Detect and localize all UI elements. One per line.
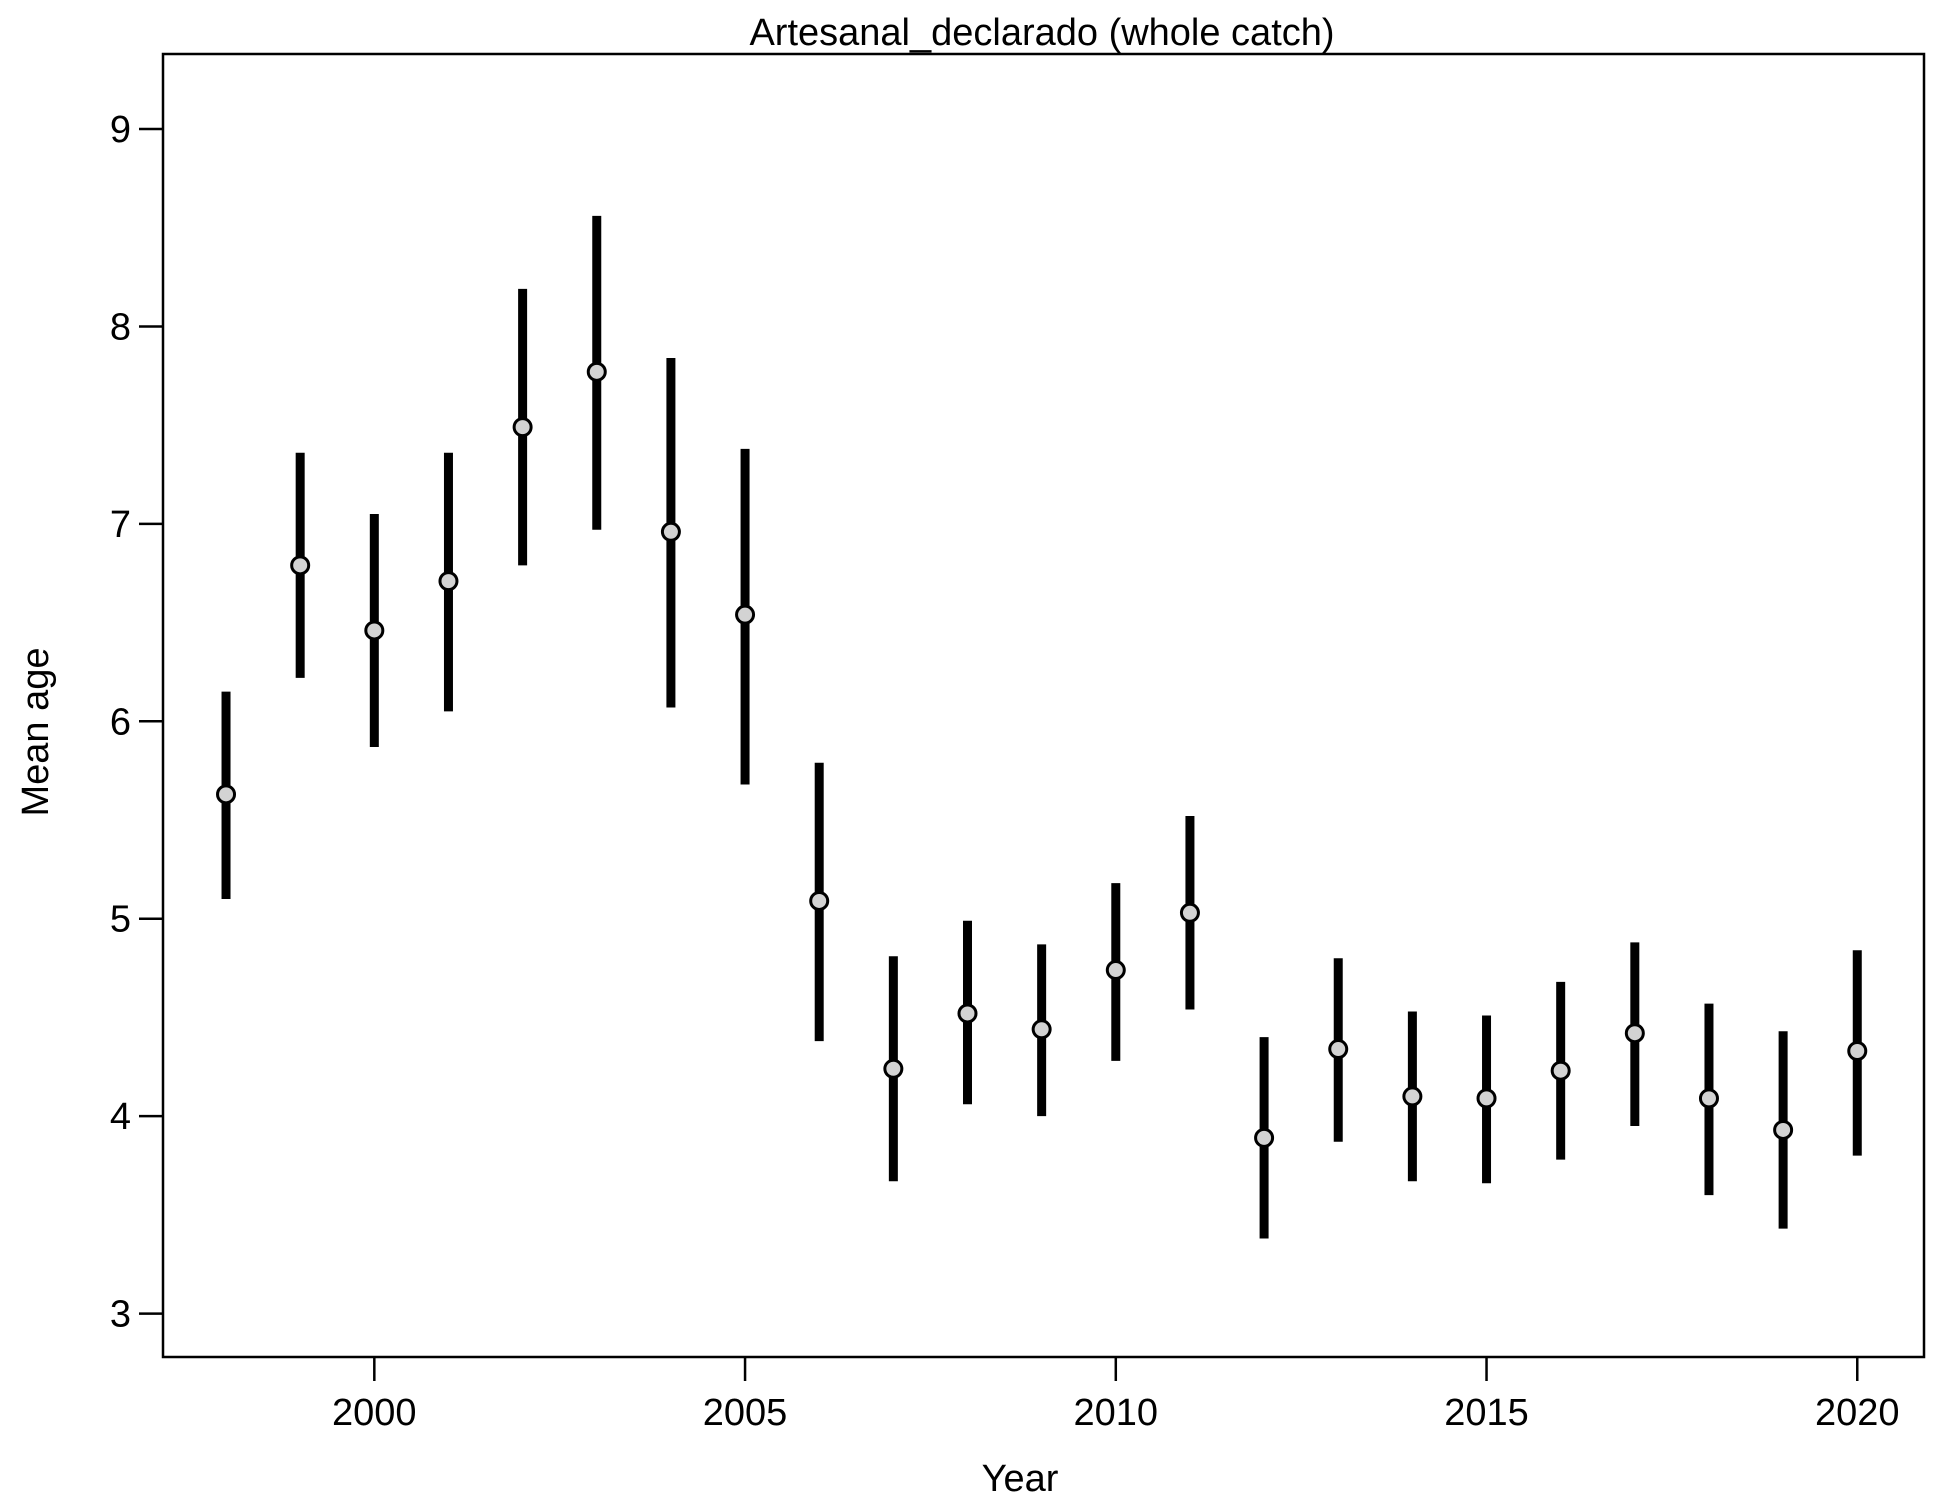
data-point	[1254, 1127, 1275, 1148]
data-point	[957, 1003, 978, 1024]
y-tick-label: 7	[110, 504, 131, 546]
plot-frame	[161, 52, 1926, 1359]
data-point	[1031, 1019, 1052, 1040]
data-point	[809, 890, 830, 911]
data-point	[364, 620, 385, 641]
data-point	[512, 417, 533, 438]
data-point	[290, 555, 311, 576]
y-tick-label: 5	[110, 899, 131, 941]
data-point	[1847, 1040, 1868, 1061]
data-point	[883, 1058, 904, 1079]
chart-title: Artesanal_declarado (whole catch)	[749, 12, 1334, 54]
y-tick-label: 4	[110, 1096, 131, 1138]
x-tick-label: 2020	[1815, 1392, 1900, 1434]
x-axis-title: Year	[982, 1458, 1059, 1500]
y-axis-title: Mean age	[15, 647, 57, 816]
x-tick-label: 2010	[1074, 1392, 1159, 1434]
y-tick-label: 9	[110, 109, 131, 151]
y-tick-label: 6	[110, 701, 131, 743]
data-point	[735, 604, 756, 625]
x-tick-label: 2005	[703, 1392, 788, 1434]
data-point	[1476, 1088, 1497, 1109]
x-tick-label: 2015	[1444, 1392, 1529, 1434]
data-point	[1698, 1088, 1719, 1109]
x-axis: 2000 2005 2010 2015 2020	[332, 1357, 1900, 1434]
data-points	[216, 361, 1868, 1148]
data-point	[438, 571, 459, 592]
data-point	[1179, 902, 1200, 923]
data-point	[586, 361, 607, 382]
data-point	[1402, 1086, 1423, 1107]
y-axis: 3 4 5 6 7 8 9	[110, 109, 163, 1336]
data-point	[1328, 1039, 1349, 1060]
data-point	[216, 784, 237, 805]
data-point	[1624, 1023, 1645, 1044]
y-tick-label: 8	[110, 306, 131, 348]
data-point	[660, 521, 681, 542]
data-point	[1550, 1060, 1571, 1081]
data-point	[1105, 960, 1126, 981]
x-tick-label: 2000	[332, 1392, 417, 1434]
y-tick-label: 3	[110, 1294, 131, 1336]
data-point	[1773, 1119, 1794, 1140]
